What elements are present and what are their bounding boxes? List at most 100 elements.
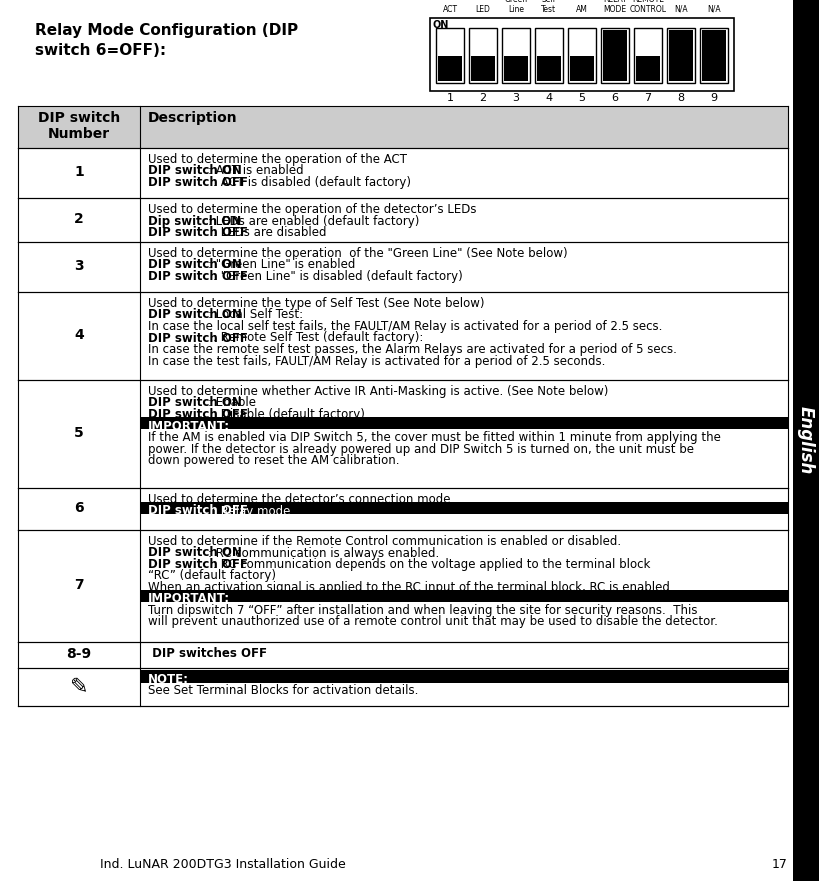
Bar xyxy=(18,106,787,148)
Bar xyxy=(18,488,787,530)
Text: IMPORTANT:: IMPORTANT: xyxy=(147,593,230,605)
Bar xyxy=(636,56,659,81)
Bar xyxy=(668,30,692,81)
Text: 5: 5 xyxy=(577,93,585,103)
Text: In case the remote self test passes, the Alarm Relays are activated for a period: In case the remote self test passes, the… xyxy=(147,343,676,356)
Bar xyxy=(140,501,787,514)
Text: 9: 9 xyxy=(709,93,717,103)
Text: DIP switch ON: DIP switch ON xyxy=(147,308,242,322)
Text: 3: 3 xyxy=(74,259,84,273)
Text: power. If the detector is already powered up and DIP Switch 5 is turned on, the : power. If the detector is already powere… xyxy=(147,442,693,455)
Text: : "Green Line" is enabled: : "Green Line" is enabled xyxy=(208,258,355,271)
Bar xyxy=(140,417,787,429)
Text: ✎: ✎ xyxy=(70,677,88,697)
Text: RELAY
MODE: RELAY MODE xyxy=(603,0,626,14)
Text: DIP switches OFF: DIP switches OFF xyxy=(147,647,267,660)
Text: LED: LED xyxy=(475,5,490,14)
Text: Relay Mode Configuration (DIP
switch 6=OFF):: Relay Mode Configuration (DIP switch 6=O… xyxy=(35,23,298,58)
Bar xyxy=(699,28,727,83)
Text: REMOTE
CONTROL: REMOTE CONTROL xyxy=(629,0,666,14)
Text: Used to determine whether Active IR Anti-Masking is active. (See Note below): Used to determine whether Active IR Anti… xyxy=(147,385,608,398)
Text: 4: 4 xyxy=(545,93,552,103)
Bar xyxy=(140,670,787,683)
Text: DIP switch OFF: DIP switch OFF xyxy=(147,558,247,571)
Bar xyxy=(602,30,627,81)
Text: DIP switch ON: DIP switch ON xyxy=(147,258,242,271)
Text: AM: AM xyxy=(576,5,587,14)
Text: Description: Description xyxy=(147,111,238,125)
Bar xyxy=(140,589,787,602)
Text: 1: 1 xyxy=(74,165,84,179)
Text: 2: 2 xyxy=(74,212,84,226)
Bar xyxy=(534,28,563,83)
Bar xyxy=(18,242,787,292)
Bar xyxy=(633,28,661,83)
Text: IMPORTANT:: IMPORTANT: xyxy=(147,419,230,433)
Bar xyxy=(600,28,628,83)
Text: DIP switch OFF: DIP switch OFF xyxy=(147,408,247,421)
Text: Dip switch ON: Dip switch ON xyxy=(147,214,241,227)
Text: Used to determine the operation of the detector’s LEDs: Used to determine the operation of the d… xyxy=(147,203,476,216)
Text: See Set Terminal Blocks for activation details.: See Set Terminal Blocks for activation d… xyxy=(147,685,418,698)
Bar xyxy=(701,30,725,81)
Text: : ACT is disabled (default factory): : ACT is disabled (default factory) xyxy=(213,176,410,189)
Text: When an activation signal is applied to the RC input of the terminal block, RC i: When an activation signal is applied to … xyxy=(147,581,672,594)
Bar xyxy=(436,28,464,83)
Bar xyxy=(18,292,787,380)
Text: Self
Test: Self Test xyxy=(541,0,556,14)
Text: Used to determine the operation  of the "Green Line" (See Note below): Used to determine the operation of the "… xyxy=(147,247,567,260)
Text: 8: 8 xyxy=(676,93,684,103)
Text: N/A: N/A xyxy=(706,5,720,14)
Bar xyxy=(437,56,461,81)
Text: In case the local self test fails, the FAULT/AM Relay is activated for a period : In case the local self test fails, the F… xyxy=(147,320,662,333)
Text: will prevent unauthorized use of a remote control unit that may be used to disab: will prevent unauthorized use of a remot… xyxy=(147,616,717,628)
Text: : Enable: : Enable xyxy=(208,396,256,410)
Bar xyxy=(536,56,560,81)
Text: : Local Self Test:: : Local Self Test: xyxy=(208,308,303,322)
Text: Green
Line: Green Line xyxy=(504,0,527,14)
Text: Used to determine if the Remote Control communication is enabled or disabled.: Used to determine if the Remote Control … xyxy=(147,535,620,548)
Text: down powered to reset the AM calibration.: down powered to reset the AM calibration… xyxy=(147,454,399,467)
Text: Used to determine the operation of the ACT: Used to determine the operation of the A… xyxy=(147,153,406,166)
Text: Used to determine the type of Self Test (See Note below): Used to determine the type of Self Test … xyxy=(147,297,484,310)
Text: “RC” (default factory): “RC” (default factory) xyxy=(147,569,276,582)
Text: 3: 3 xyxy=(512,93,519,103)
Text: Used to determine the detector’s connection mode: Used to determine the detector’s connect… xyxy=(147,493,450,506)
Text: : Relay mode: : Relay mode xyxy=(213,505,290,517)
Text: Ind. LuNAR 200DTG3 Installation Guide: Ind. LuNAR 200DTG3 Installation Guide xyxy=(100,858,346,871)
Text: ON: ON xyxy=(432,20,449,30)
Text: NOTE:: NOTE: xyxy=(147,673,188,686)
Text: If the AM is enabled via DIP Switch 5, the cover must be fitted within 1 minute : If the AM is enabled via DIP Switch 5, t… xyxy=(147,431,720,444)
Text: 2: 2 xyxy=(479,93,486,103)
Text: In case the test fails, FAULT/AM Relay is activated for a period of 2.5 seconds.: In case the test fails, FAULT/AM Relay i… xyxy=(147,354,604,367)
Text: 7: 7 xyxy=(74,578,84,592)
Text: 17: 17 xyxy=(771,858,787,871)
Bar xyxy=(18,148,787,198)
Text: 1: 1 xyxy=(446,93,453,103)
Bar xyxy=(568,28,595,83)
Text: 8-9: 8-9 xyxy=(66,647,92,661)
Bar xyxy=(429,18,733,91)
Text: 7: 7 xyxy=(644,93,651,103)
Text: DIP switch OFF: DIP switch OFF xyxy=(147,331,247,344)
Text: English: English xyxy=(796,406,814,474)
Text: DIP switch
Number: DIP switch Number xyxy=(38,111,120,141)
Text: 5: 5 xyxy=(74,426,84,440)
Text: Turn dipswitch 7 “OFF” after installation and when leaving the site for security: Turn dipswitch 7 “OFF” after installatio… xyxy=(147,604,697,617)
Text: 4: 4 xyxy=(74,328,84,342)
Text: : RC communication depends on the voltage applied to the terminal block: : RC communication depends on the voltag… xyxy=(213,558,649,571)
Bar xyxy=(501,28,529,83)
Text: DIP switch ON: DIP switch ON xyxy=(147,165,242,177)
Bar xyxy=(18,642,787,668)
Text: : LEDs are enabled (default factory): : LEDs are enabled (default factory) xyxy=(208,214,419,227)
Text: : ACT is enabled: : ACT is enabled xyxy=(208,165,304,177)
Bar xyxy=(18,380,787,488)
Text: DIP switch ON: DIP switch ON xyxy=(147,396,242,410)
Bar xyxy=(569,56,593,81)
Bar xyxy=(18,668,787,706)
Bar xyxy=(792,0,819,881)
Bar xyxy=(504,56,527,81)
Text: DIP switch OFF: DIP switch OFF xyxy=(147,270,247,283)
Text: DIP switch ON: DIP switch ON xyxy=(147,546,242,559)
Bar xyxy=(468,28,496,83)
